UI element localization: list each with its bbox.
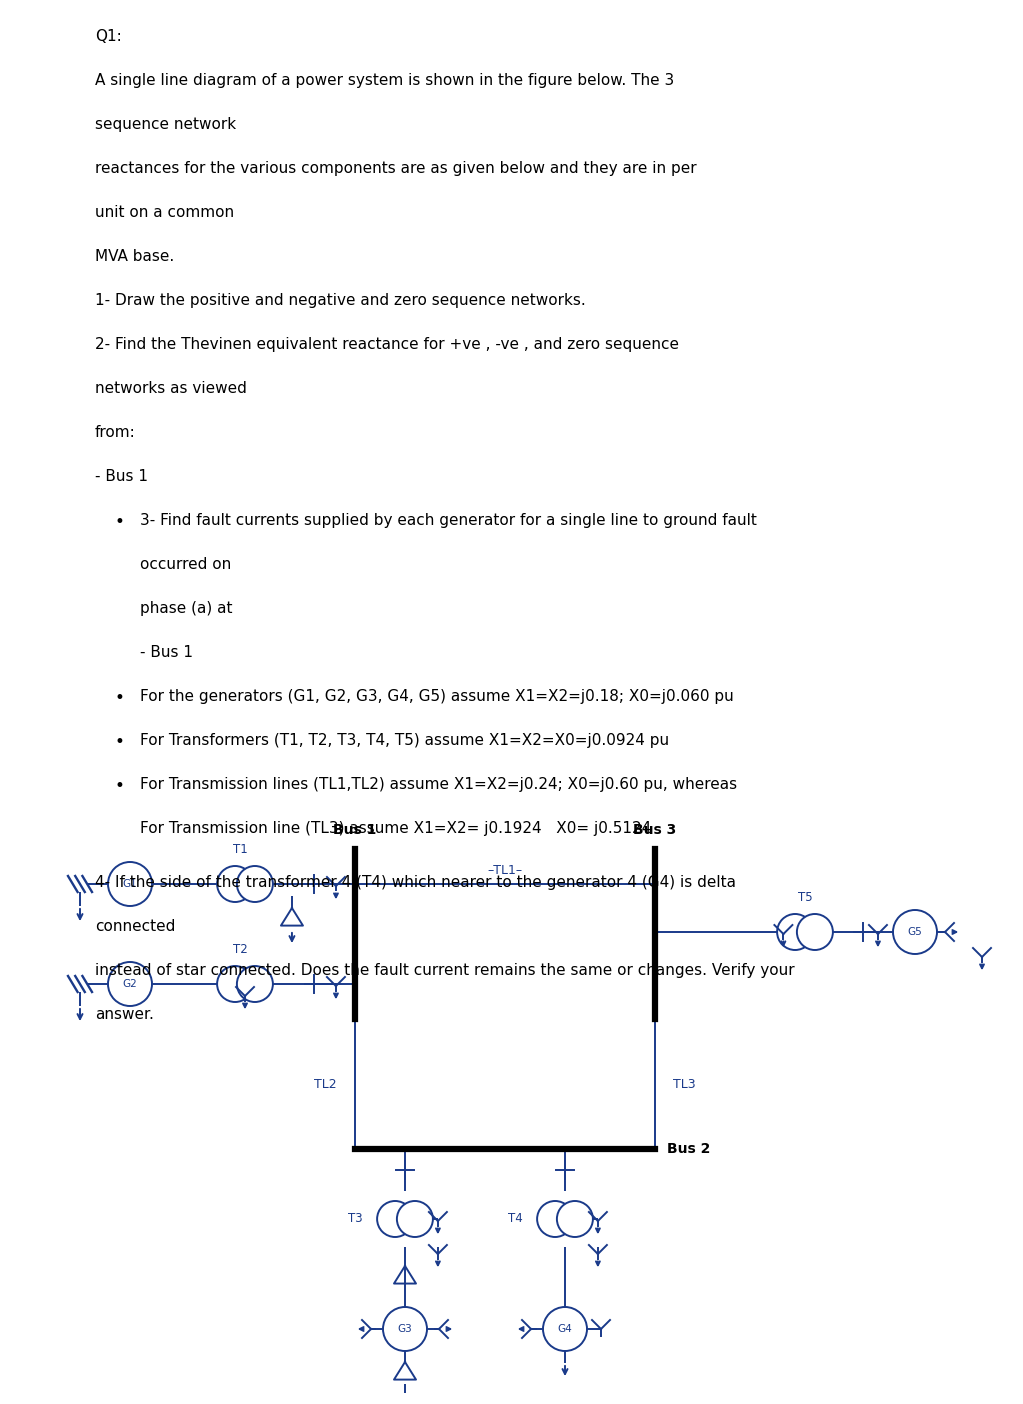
Circle shape	[797, 914, 833, 951]
Circle shape	[557, 1200, 593, 1237]
Text: unit on a common: unit on a common	[95, 205, 234, 220]
Text: - Bus 1: - Bus 1	[140, 644, 193, 660]
Text: answer.: answer.	[95, 1007, 153, 1022]
Text: –TL1–: –TL1–	[487, 863, 523, 878]
Text: G4: G4	[558, 1324, 573, 1334]
Text: T3: T3	[349, 1213, 363, 1226]
Text: - Bus 1: - Bus 1	[95, 469, 148, 484]
Text: G5: G5	[907, 927, 923, 936]
Text: TL2: TL2	[314, 1077, 337, 1091]
Text: Bus 2: Bus 2	[667, 1141, 710, 1155]
Text: Q1:: Q1:	[95, 29, 122, 44]
Text: For Transmission line (TL3) assume X1=X2= j0.1924   X0= j0.5124: For Transmission line (TL3) assume X1=X2…	[140, 821, 652, 835]
Text: T4: T4	[508, 1213, 523, 1226]
Text: TL3: TL3	[673, 1077, 696, 1091]
Text: Bus 1: Bus 1	[333, 823, 376, 837]
Circle shape	[537, 1200, 573, 1237]
Circle shape	[217, 866, 253, 901]
Text: G2: G2	[123, 979, 137, 988]
Circle shape	[237, 866, 273, 901]
Circle shape	[217, 966, 253, 1002]
Circle shape	[543, 1307, 587, 1351]
Circle shape	[383, 1307, 427, 1351]
Text: connected: connected	[95, 920, 175, 934]
Text: T2: T2	[232, 943, 248, 956]
Text: A single line diagram of a power system is shown in the figure below. The 3: A single line diagram of a power system …	[95, 73, 674, 88]
Text: 1- Draw the positive and negative and zero sequence networks.: 1- Draw the positive and negative and ze…	[95, 293, 586, 307]
Text: 4- If the side of the transformer 4 (T4) which nearer to the generator 4 (G4) is: 4- If the side of the transformer 4 (T4)…	[95, 875, 736, 890]
Text: For Transformers (T1, T2, T3, T4, T5) assume X1=X2=X0=j0.0924 pu: For Transformers (T1, T2, T3, T4, T5) as…	[140, 733, 669, 748]
Text: phase (a) at: phase (a) at	[140, 601, 232, 616]
Text: occurred on: occurred on	[140, 557, 231, 571]
Text: •: •	[115, 733, 125, 751]
Circle shape	[397, 1200, 433, 1237]
Text: MVA base.: MVA base.	[95, 249, 174, 264]
Text: For the generators (G1, G2, G3, G4, G5) assume X1=X2=j0.18; X0=j0.060 pu: For the generators (G1, G2, G3, G4, G5) …	[140, 689, 733, 703]
Text: •: •	[115, 512, 125, 531]
Circle shape	[377, 1200, 413, 1237]
Circle shape	[108, 862, 152, 906]
Text: •: •	[115, 776, 125, 795]
Text: For Transmission lines (TL1,TL2) assume X1=X2=j0.24; X0=j0.60 pu, whereas: For Transmission lines (TL1,TL2) assume …	[140, 776, 738, 792]
Circle shape	[108, 962, 152, 1007]
Text: sequence network: sequence network	[95, 117, 236, 132]
Circle shape	[777, 914, 813, 951]
Text: from:: from:	[95, 425, 136, 439]
Text: G3: G3	[398, 1324, 412, 1334]
Text: reactances for the various components are as given below and they are in per: reactances for the various components ar…	[95, 161, 697, 176]
Circle shape	[237, 966, 273, 1002]
Text: •: •	[115, 689, 125, 708]
Text: 2- Find the Thevinen equivalent reactance for +ve , -ve , and zero sequence: 2- Find the Thevinen equivalent reactanc…	[95, 337, 679, 352]
Text: 3- Find fault currents supplied by each generator for a single line to ground fa: 3- Find fault currents supplied by each …	[140, 512, 757, 528]
Text: networks as viewed: networks as viewed	[95, 380, 247, 396]
Text: T5: T5	[798, 892, 812, 904]
Text: instead of star connected. Does the fault current remains the same or changes. V: instead of star connected. Does the faul…	[95, 963, 795, 979]
Text: G1: G1	[123, 879, 137, 889]
Text: Bus 3: Bus 3	[633, 823, 676, 837]
Text: T1: T1	[232, 842, 248, 856]
Circle shape	[893, 910, 937, 953]
